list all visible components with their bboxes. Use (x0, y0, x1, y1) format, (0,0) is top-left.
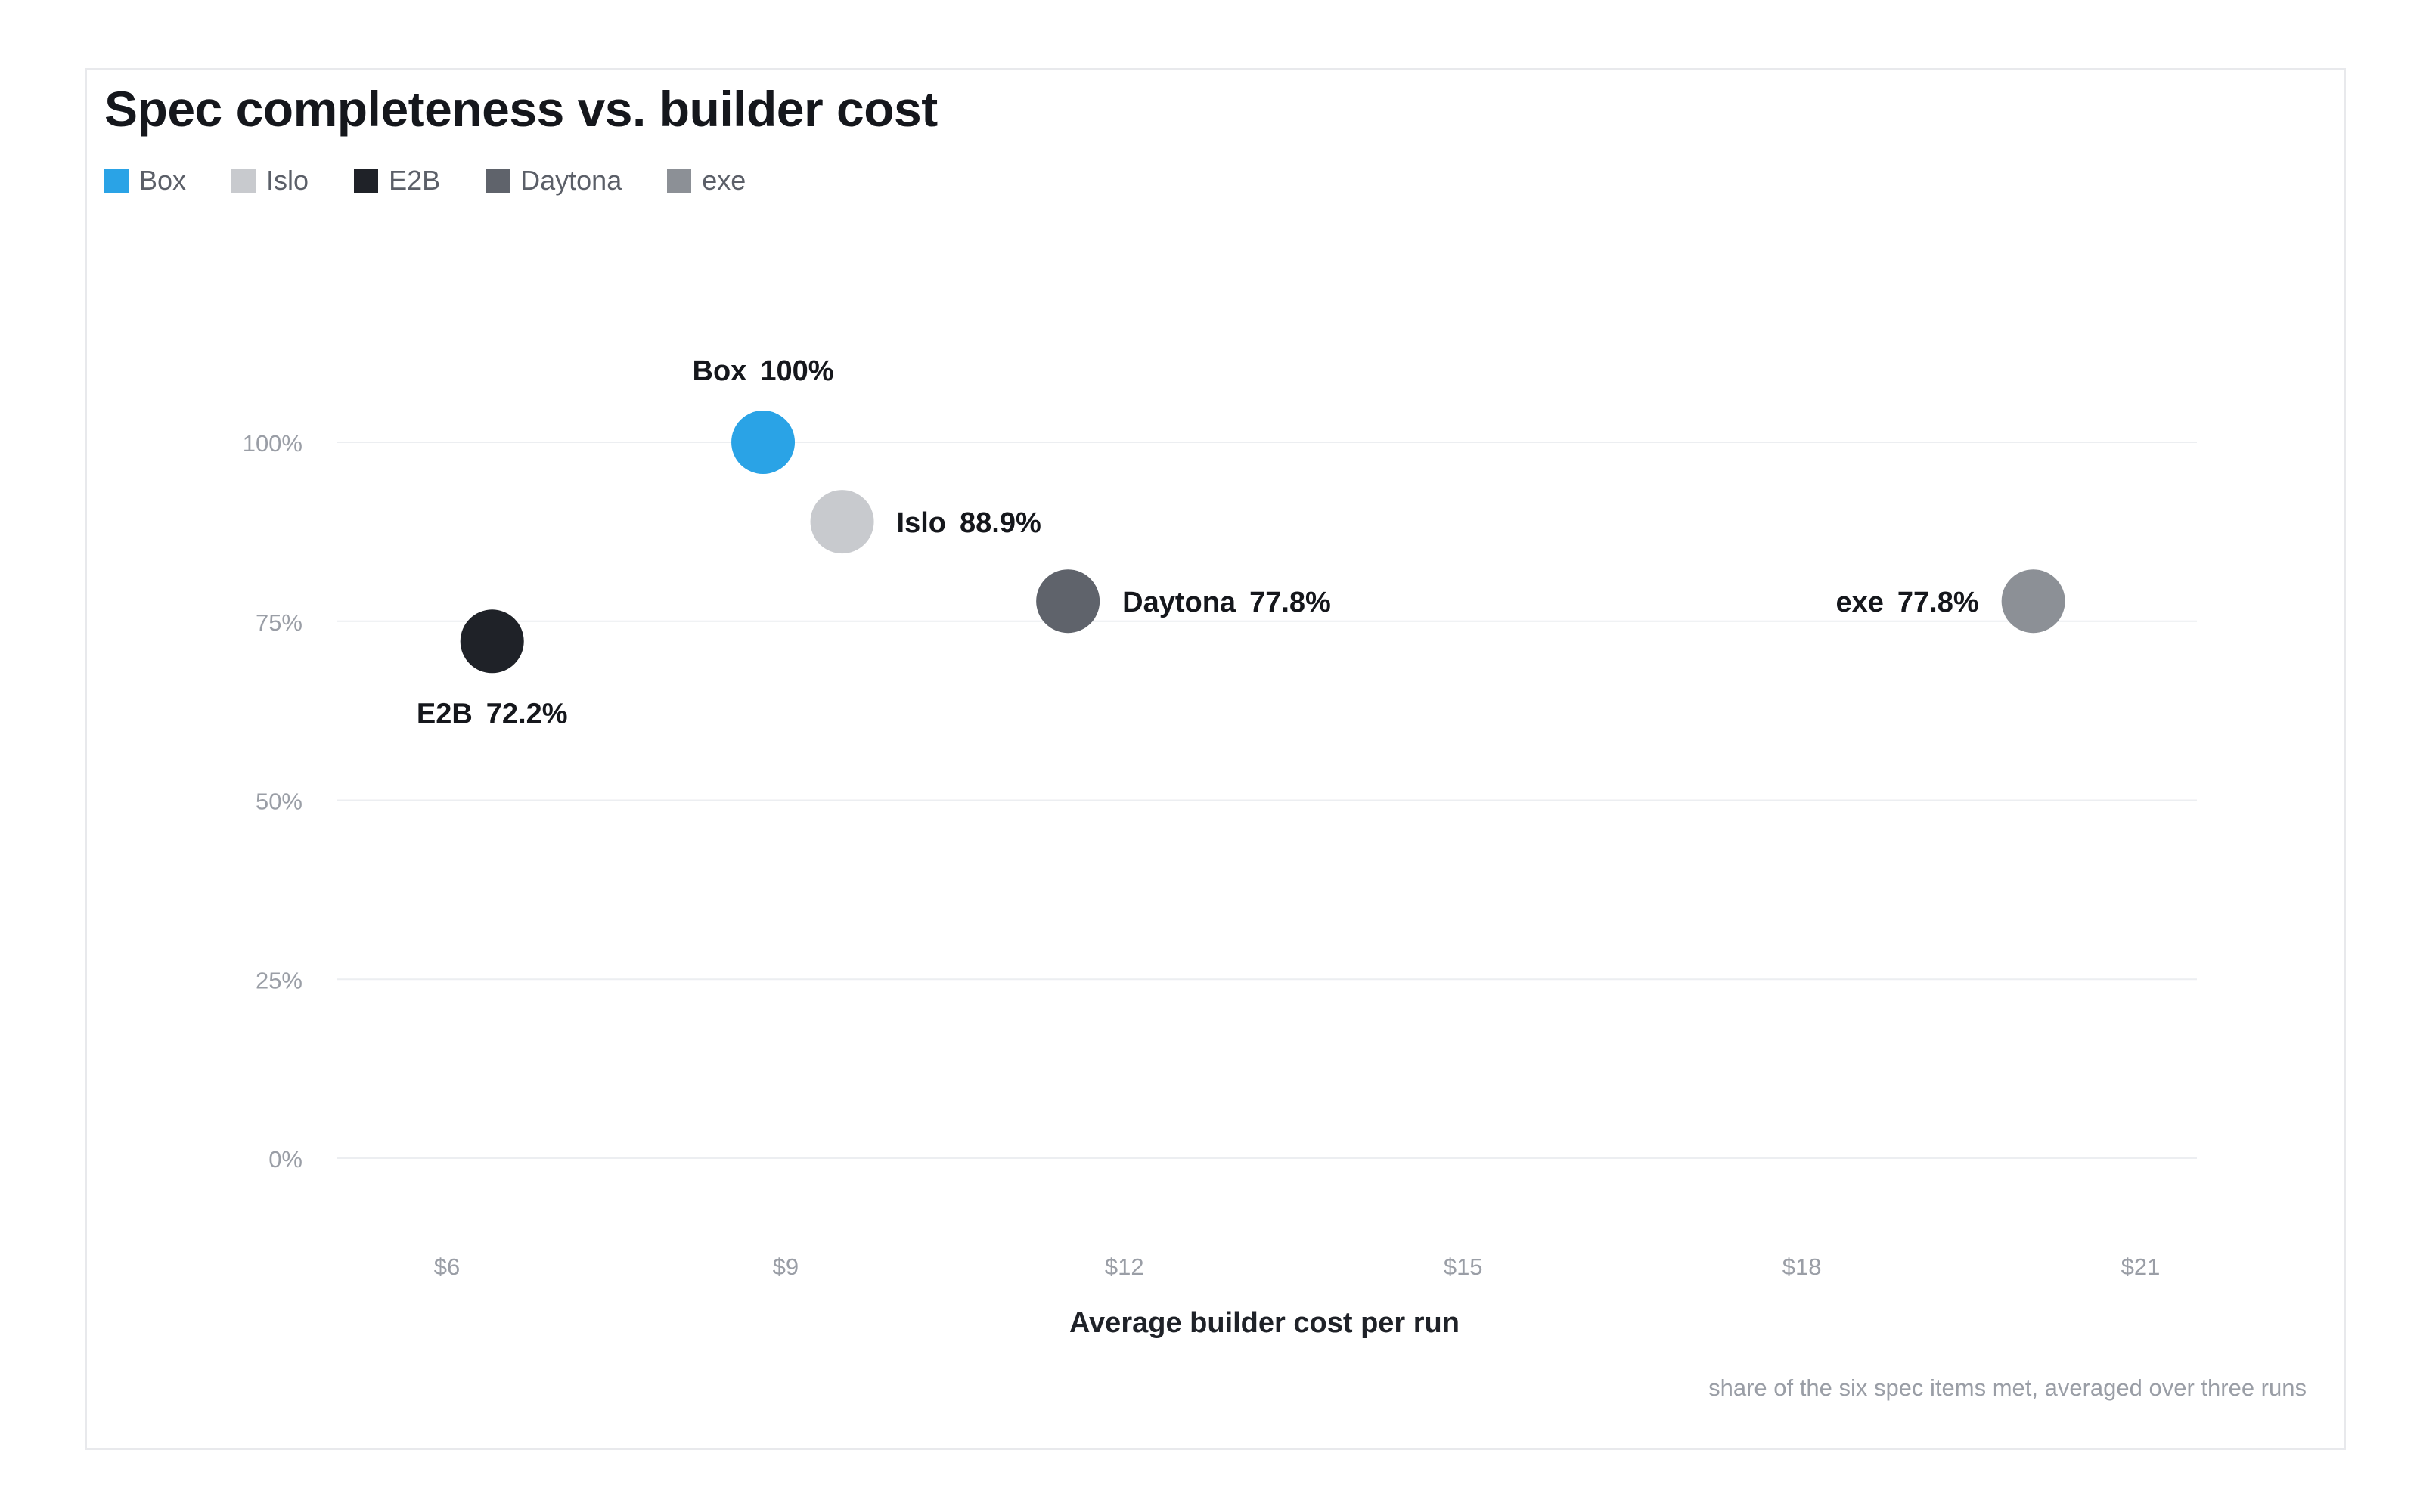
x-tick-label: $18 (1782, 1253, 1822, 1280)
data-label-exe: exe 77.8% (1836, 587, 1979, 618)
legend-item-daytona[interactable]: Daytona (486, 165, 622, 197)
data-label-name: exe (1836, 587, 1884, 618)
data-label-value: 88.9% (960, 507, 1041, 539)
y-tick-label: 25% (256, 967, 302, 993)
point-daytona[interactable] (1036, 569, 1100, 634)
x-tick-label: $6 (434, 1253, 460, 1280)
legend-item-islo[interactable]: Islo (231, 165, 309, 197)
y-tick-label: 0% (268, 1146, 302, 1173)
x-tick-label: $12 (1105, 1253, 1144, 1280)
x-axis-label: Average builder cost per run (1069, 1307, 1460, 1339)
point-exe[interactable] (2001, 569, 2065, 634)
legend-swatch (231, 169, 256, 193)
data-label-value: 72.2% (486, 698, 568, 730)
x-tick-label: $21 (2121, 1253, 2161, 1280)
legend-label: Islo (266, 165, 309, 196)
legend-label: E2B (389, 165, 441, 196)
y-tick-label: 75% (256, 609, 302, 636)
legend-label: exe (702, 165, 746, 196)
legend-label: Daytona (520, 165, 622, 196)
point-box[interactable] (731, 411, 796, 474)
legend-swatch (104, 169, 129, 193)
data-label-value: 77.8% (1897, 587, 1979, 618)
point-islo[interactable] (810, 490, 874, 554)
data-labels: Box 100% Islo 88.9% E2B 72.2% Daytona 77.8% exe 7… (417, 355, 1979, 730)
legend-swatch (667, 169, 692, 193)
data-label-e2b: E2B 72.2% (417, 698, 568, 730)
x-tick-label: $9 (773, 1253, 799, 1280)
data-label-name: Daytona (1122, 587, 1236, 618)
chart-title: Spec completeness vs. builder cost (104, 81, 938, 137)
legend-swatch (486, 169, 510, 193)
data-label-name: E2B (417, 698, 473, 730)
chart-footnote: share of the six spec items met, average… (1708, 1374, 2307, 1401)
data-points (460, 411, 2065, 674)
data-label-islo: Islo 88.9% (897, 507, 1041, 539)
legend-label: Box (139, 165, 187, 196)
point-e2b[interactable] (460, 609, 524, 674)
legend-swatch (354, 169, 379, 193)
y-tick-label: 50% (256, 789, 302, 815)
data-label-daytona: Daytona 77.8% (1122, 587, 1331, 618)
data-label-name: Box (693, 355, 747, 387)
data-label-box: Box 100% (693, 355, 834, 387)
x-tick-label: $15 (1444, 1253, 1483, 1280)
legend: Box Islo E2B Daytona exe (104, 165, 746, 197)
data-label-value: 77.8% (1249, 587, 1331, 618)
chart-card (85, 68, 2346, 1450)
data-label-value: 100% (760, 355, 833, 387)
data-label-name: Islo (897, 507, 946, 539)
legend-item-exe[interactable]: exe (667, 165, 746, 197)
x-axis-ticks: $6 $9 $12 $15 $18 $21 (434, 1253, 2161, 1280)
gridlines (337, 442, 2197, 1159)
legend-item-box[interactable]: Box (104, 165, 186, 197)
y-tick-label: 100% (243, 430, 302, 457)
y-axis-ticks: 0% 25% 50% 75% 100% (243, 430, 302, 1173)
legend-item-e2b[interactable]: E2B (354, 165, 440, 197)
